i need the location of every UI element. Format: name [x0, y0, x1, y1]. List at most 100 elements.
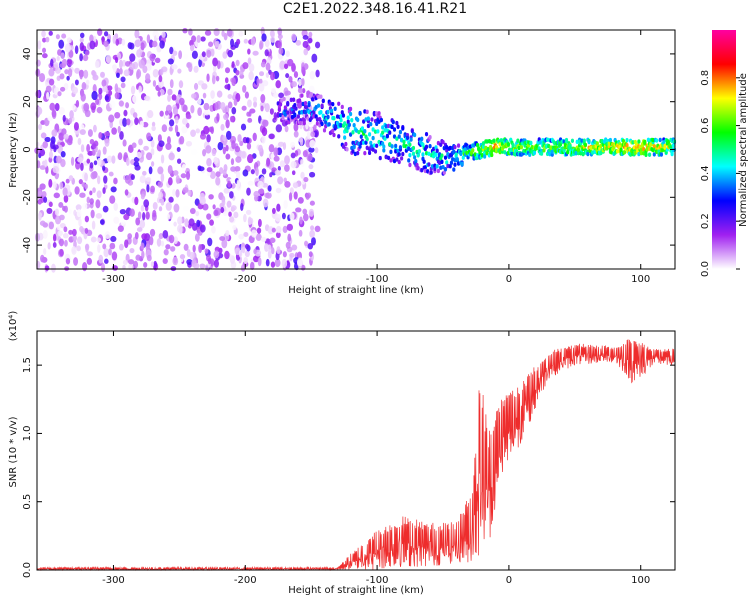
noise-cell [302, 213, 309, 222]
noise-cell [63, 133, 69, 140]
noise-cell [173, 236, 179, 245]
signal-cell [385, 133, 389, 139]
noise-cell [44, 136, 51, 143]
noise-cell [142, 212, 146, 221]
signal-cell [330, 108, 334, 114]
signal-cell [631, 140, 635, 145]
signal-cell [351, 149, 355, 154]
signal-cell [375, 143, 379, 148]
noise-cell [182, 27, 188, 34]
noise-cell [252, 96, 257, 103]
signal-cell [363, 150, 367, 156]
signal-cell [328, 101, 333, 106]
colorbar-tick-label: 0.4 [700, 165, 711, 181]
snr-x-label: Height of straight line (km) [288, 585, 424, 596]
noise-cell [188, 28, 193, 36]
signal-cell [439, 165, 443, 170]
noise-cell [193, 82, 199, 91]
noise-cell [113, 216, 120, 224]
noise-cell [134, 117, 139, 126]
noise-cell [309, 171, 316, 178]
noise-cell [128, 263, 134, 271]
noise-cell [169, 79, 174, 89]
noise-cell [152, 209, 157, 218]
noise-cell [242, 84, 247, 93]
noise-cell [202, 203, 209, 211]
noise-cell [92, 71, 97, 78]
noise-cell [224, 67, 231, 74]
signal-cell [373, 149, 378, 154]
noise-cell [171, 64, 178, 70]
noise-cell [206, 167, 213, 173]
noise-cell [185, 114, 192, 120]
noise-cell [178, 97, 185, 106]
signal-cell [413, 155, 417, 160]
noise-cell [188, 63, 193, 73]
colorbar-tick-label: 0.2 [700, 213, 711, 229]
noise-cell [84, 243, 90, 251]
noise-cell [121, 59, 127, 67]
noise-cell [44, 265, 50, 271]
noise-cell [215, 75, 220, 82]
noise-cell [122, 259, 128, 265]
noise-cell [247, 154, 254, 164]
noise-cell [97, 149, 102, 157]
signal-cell [413, 132, 417, 138]
noise-cell [65, 257, 71, 265]
noise-cell [139, 175, 146, 184]
noise-cell [242, 169, 249, 177]
signal-cell [356, 150, 360, 156]
signal-cell [389, 158, 393, 163]
signal-cell [549, 145, 553, 150]
noise-cell [78, 217, 82, 227]
noise-cell [96, 190, 102, 199]
noise-cell [51, 263, 56, 273]
snr-frame [36, 330, 676, 571]
noise-cell [221, 30, 225, 37]
noise-cell [130, 174, 135, 180]
signal-cell [427, 162, 431, 167]
noise-cell [49, 102, 56, 111]
y-tick-label: 40 [22, 48, 33, 61]
noise-cell [102, 165, 106, 171]
noise-cell [83, 69, 89, 79]
signal-cell [358, 110, 362, 116]
noise-cell [285, 73, 290, 79]
signal-cell [319, 94, 323, 99]
noise-cell [160, 240, 165, 247]
noise-cell [158, 191, 164, 200]
noise-cell [213, 250, 220, 259]
signal-cell [608, 137, 613, 143]
noise-cell [284, 180, 291, 188]
noise-cell [40, 132, 47, 139]
noise-cell [39, 148, 46, 157]
noise-cell [247, 99, 252, 108]
signal-cell [587, 139, 591, 145]
noise-cell [213, 259, 220, 268]
signal-cell [359, 134, 363, 139]
noise-cell [179, 254, 186, 260]
signal-cell [456, 143, 461, 148]
signal-cell [333, 106, 337, 112]
signal-cell [436, 168, 440, 174]
noise-cell [308, 31, 313, 38]
noise-cell [157, 166, 164, 175]
noise-cell [138, 138, 143, 146]
noise-cell [246, 187, 251, 196]
noise-cell [64, 141, 68, 148]
noise-cell [90, 209, 95, 219]
noise-cell [86, 158, 91, 164]
noise-cell [308, 146, 315, 153]
noise-cell [134, 196, 139, 206]
noise-cell [39, 220, 46, 226]
noise-cell [128, 259, 135, 265]
noise-cell [119, 243, 124, 251]
signal-cell [548, 151, 552, 157]
snr-series [36, 339, 675, 572]
signal-cell [625, 137, 629, 143]
noise-cell [307, 37, 313, 44]
noise-cell [79, 53, 83, 62]
noise-cell [267, 185, 272, 192]
signal-cell [420, 168, 424, 173]
noise-cell [220, 123, 225, 131]
